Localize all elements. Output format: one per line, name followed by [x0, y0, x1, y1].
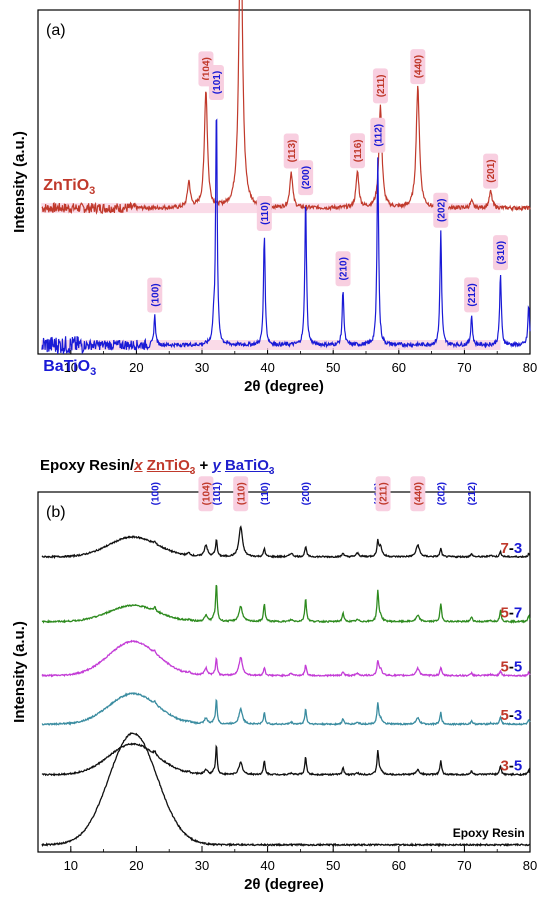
panel-b: 10 20 30 40 50 60 70 80 2θ (degree) Intensity (a.…: [11, 476, 537, 893]
series-line-5-3: [41, 692, 531, 727]
y-axis-label: Intensity (a.u.): [11, 131, 28, 233]
peak-label: (310): [496, 241, 507, 264]
peak-label: (101): [212, 71, 223, 94]
peak-label: (440): [413, 482, 424, 505]
x-tick-label: 80: [523, 360, 537, 375]
sample-label: 5-7: [500, 605, 522, 622]
plot-frame: [37, 9, 531, 355]
title-y: y: [212, 457, 221, 474]
x-tick-label: 80: [523, 858, 537, 873]
x-tick-label: 30: [195, 858, 209, 873]
peak-label-highlight: [335, 251, 351, 287]
peak-label-highlight: [410, 476, 426, 512]
x-tick-label: 70: [457, 858, 471, 873]
peak-label: (201): [486, 159, 497, 182]
x-tick-label: 50: [326, 858, 340, 873]
peak-label-highlight: [375, 476, 391, 512]
peak-label: (104): [202, 57, 213, 80]
x-tick-label: 60: [392, 858, 406, 873]
peak-label: (110): [236, 482, 247, 505]
series-label: BaTiO3: [43, 358, 96, 378]
peak-label: (202): [436, 482, 447, 505]
x-tick-label: 10: [64, 360, 78, 375]
sample-label: 3-5: [500, 758, 522, 775]
peak-label-highlight: [147, 277, 163, 313]
peak-label-highlight: [283, 133, 299, 169]
title-plus: +: [195, 457, 213, 474]
peak-label-highlight: [198, 476, 214, 512]
x-tick-label: 10: [64, 858, 78, 873]
panel-a: 10 20 30 40 50 60 70 80 2θ (degree) Intensity (a.…: [11, 0, 537, 395]
peak-label: (202): [436, 199, 447, 222]
y-axis-label: Intensity (a.u.): [11, 621, 28, 723]
series-baseline-highlight: [41, 340, 501, 350]
peak-label: (212): [467, 283, 478, 306]
peak-label-highlight: [370, 117, 386, 153]
peak-label-highlight: [410, 49, 426, 85]
x-tick-label: 50: [326, 360, 340, 375]
sample-label: 5-3: [500, 707, 522, 724]
peak-label: (113): [287, 140, 298, 163]
title-x: x: [134, 457, 143, 474]
peak-label: (101): [212, 482, 223, 505]
peak-label: (116): [353, 139, 364, 162]
panel-label: (b): [46, 504, 66, 521]
x-tick-label: 30: [195, 360, 209, 375]
series-line-ZnTiO3: [41, 0, 531, 215]
series-line-7-3: [41, 525, 531, 560]
peak-label: (212): [467, 482, 478, 505]
peak-label: (112): [373, 124, 384, 147]
panel-label: (a): [46, 22, 66, 39]
peak-label: (110): [260, 202, 271, 225]
sample-label: Epoxy Resin: [453, 826, 525, 840]
peak-label-highlight: [349, 133, 365, 169]
peak-label: (104): [202, 482, 213, 505]
peak-label-highlight: [298, 160, 314, 196]
series-line-3-5: [41, 742, 531, 777]
peak-label: (211): [376, 74, 387, 97]
title-zn: ZnTiO3: [146, 457, 196, 477]
peak-label-highlight: [208, 65, 224, 101]
peak-label: (110): [260, 482, 271, 505]
x-axis-label: 2θ (degree): [244, 378, 324, 395]
plot-frame: [37, 491, 531, 853]
peak-label-highlight: [433, 192, 449, 228]
peak-label-highlight: [233, 476, 249, 512]
composite-title: Epoxy Resin/x ZnTiO3 + y BaTiO3: [40, 457, 274, 477]
peak-label: (200): [301, 166, 312, 189]
x-tick-label: 70: [457, 360, 471, 375]
series-label: ZnTiO3: [43, 177, 95, 197]
series-line-Epoxy-Resin: [41, 732, 531, 848]
series-line-5-5: [41, 639, 531, 678]
peak-label: (100): [150, 482, 161, 505]
series-line-5-7: [41, 584, 531, 624]
x-tick-label: 20: [129, 360, 143, 375]
series-line-BaTiO3: [41, 118, 531, 355]
sample-label: 7-3: [500, 540, 522, 557]
sample-label: 5-5: [500, 659, 522, 676]
peak-label-highlight: [464, 277, 480, 313]
x-tick-label: 20: [129, 858, 143, 873]
peak-label: (211): [379, 482, 390, 505]
x-axis-label: 2θ (degree): [244, 876, 324, 893]
peak-label: (100): [150, 283, 161, 306]
peak-label: (210): [339, 257, 350, 280]
peak-label-highlight: [256, 195, 272, 231]
x-tick-label: 40: [260, 858, 274, 873]
peak-label: (200): [301, 482, 312, 505]
peak-label-highlight: [483, 153, 499, 189]
x-tick-label: 60: [392, 360, 406, 375]
x-tick-label: 40: [260, 360, 274, 375]
peak-label-highlight: [492, 235, 508, 271]
title-ba: BaTiO3: [224, 457, 275, 477]
title-prefix: Epoxy Resin/: [40, 457, 135, 474]
peak-label: (440): [413, 55, 424, 78]
peak-label-highlight: [372, 68, 388, 104]
